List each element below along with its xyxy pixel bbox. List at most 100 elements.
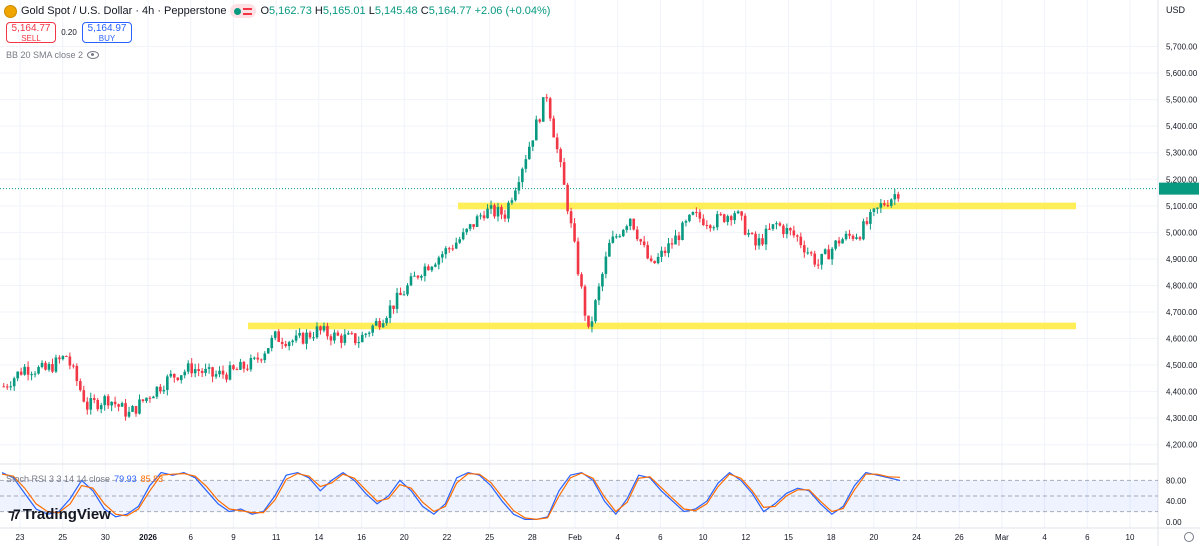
- candle-body: [430, 266, 434, 271]
- candle-body: [183, 371, 187, 376]
- candle-body: [566, 184, 569, 212]
- candle-body: [16, 371, 19, 379]
- time-tick-label: 11: [272, 533, 281, 542]
- ohlc-values: O5,162.73 H5,165.01 L5,145.48 C5,164.77 …: [260, 5, 551, 17]
- candle-body: [715, 214, 719, 228]
- candle-body: [855, 237, 858, 239]
- candle-body: [40, 362, 44, 368]
- support-resistance-zone: [248, 322, 1076, 330]
- time-tick-label: 12: [741, 533, 750, 542]
- candle-body: [573, 223, 576, 242]
- candle-body: [736, 211, 740, 214]
- support-resistance-zone: [458, 202, 1076, 210]
- candle-body: [221, 370, 225, 375]
- time-tick-label: 10: [699, 533, 708, 542]
- stoch-rsi-band: [0, 480, 1158, 512]
- tradingview-logo[interactable]: ⁊7 TradingView: [8, 506, 111, 523]
- price-tick-label: 5,600.00: [1166, 69, 1198, 78]
- candle-body: [263, 353, 267, 361]
- candle-body: [876, 207, 879, 209]
- trade-panel: 5,164.77 SELL 0.20 5,164.97 BUY: [6, 22, 132, 43]
- candle-body: [82, 390, 86, 402]
- candle-body: [434, 264, 437, 267]
- candle-body: [893, 194, 897, 200]
- candle-body: [287, 342, 291, 347]
- candle-body: [273, 331, 277, 338]
- candle-body: [19, 371, 23, 375]
- candle-body: [106, 396, 110, 406]
- candle-body: [246, 368, 249, 370]
- candle-body: [754, 233, 757, 246]
- candle-body: [148, 397, 152, 399]
- sell-label: SELL: [21, 34, 41, 43]
- candle-body: [757, 238, 761, 246]
- candle-body: [816, 264, 820, 266]
- price-tick-label: 4,300.00: [1166, 414, 1198, 423]
- buy-button[interactable]: 5,164.97 BUY: [82, 22, 132, 43]
- candle-body: [249, 358, 253, 370]
- sell-button[interactable]: 5,164.77 SELL: [6, 22, 56, 43]
- hide-eye-icon[interactable]: [87, 51, 100, 59]
- candle-body: [374, 320, 378, 326]
- candle-body: [702, 218, 705, 225]
- stoch-rsi-legend[interactable]: Stoch RSI 3 3 14 14 close 79.93 85.83: [6, 474, 163, 484]
- candle-body: [277, 331, 281, 342]
- candle-body: [193, 369, 197, 374]
- candle-body: [305, 332, 308, 344]
- candle-body: [96, 399, 100, 410]
- last-price-tag: [1159, 182, 1199, 195]
- candle-body: [395, 292, 399, 309]
- candle-body: [2, 386, 6, 388]
- time-tick-label: 23: [16, 533, 25, 542]
- candle-body: [85, 401, 89, 410]
- price-tick-label: 4,500.00: [1166, 361, 1198, 370]
- candle-body: [225, 374, 228, 380]
- stoch-rsi-label: Stoch RSI 3 3 14 14 close: [6, 474, 111, 484]
- candle-body: [99, 405, 103, 410]
- candle-body: [409, 276, 413, 286]
- candle-body: [862, 221, 865, 240]
- candle-body: [392, 305, 395, 309]
- time-tick-label: 16: [357, 533, 366, 542]
- candle-body: [475, 216, 479, 227]
- candle-body: [159, 386, 162, 392]
- candle-body: [827, 249, 830, 260]
- candle-body: [75, 365, 79, 382]
- candle-body: [141, 399, 145, 402]
- spread-value: 0.20: [61, 28, 77, 37]
- candle-body: [851, 235, 855, 239]
- candle-body: [343, 334, 347, 343]
- gear-icon[interactable]: [1184, 532, 1194, 542]
- candle-body: [656, 256, 660, 264]
- candle-body: [618, 236, 622, 238]
- time-tick-label: 24: [912, 533, 921, 542]
- candle-body: [44, 362, 47, 370]
- candle-body: [496, 206, 500, 217]
- candle-body: [127, 411, 131, 417]
- stoch-rsi-tick-label: 80.00: [1166, 476, 1187, 485]
- candle-body: [848, 233, 851, 236]
- bb-label: BB 20 SMA close 2: [6, 50, 84, 60]
- bollinger-indicator-label[interactable]: BB 20 SMA close 2: [6, 50, 100, 60]
- candle-body: [447, 248, 451, 250]
- candle-body: [883, 203, 886, 206]
- price-tick-label: 5,300.00: [1166, 149, 1198, 158]
- candle-body: [538, 119, 542, 122]
- market-status-icon[interactable]: [230, 4, 257, 18]
- candle-body: [709, 225, 712, 229]
- price-tick-label: 4,900.00: [1166, 255, 1198, 264]
- symbol-title[interactable]: Gold Spot / U.S. Dollar · 4h · Peppersto…: [21, 5, 227, 17]
- candle-body: [79, 381, 82, 391]
- candle-body: [698, 212, 702, 219]
- candle-body: [615, 236, 618, 238]
- candle-body: [806, 252, 810, 254]
- price-tick-label: 4,700.00: [1166, 308, 1198, 317]
- candle-body: [601, 273, 604, 287]
- candle-body: [454, 242, 458, 249]
- currency-label[interactable]: USD: [1166, 5, 1186, 15]
- candle-body: [186, 363, 190, 372]
- candle-body: [569, 211, 573, 224]
- candle-body: [235, 369, 239, 371]
- candle-body: [30, 374, 33, 376]
